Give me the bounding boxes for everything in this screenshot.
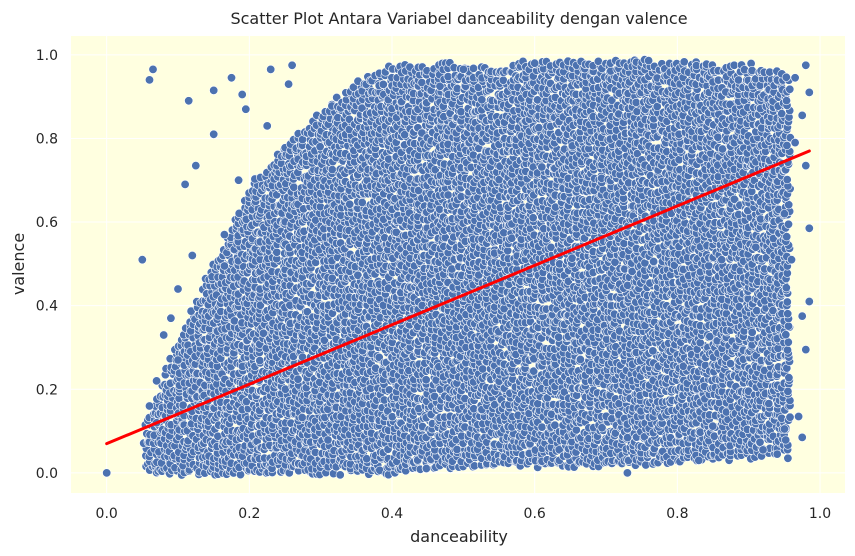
data-point bbox=[297, 412, 307, 422]
data-point bbox=[477, 95, 487, 105]
data-point bbox=[289, 182, 299, 192]
scatter-points bbox=[102, 55, 814, 480]
chart-title: Scatter Plot Antara Variabel danceabilit… bbox=[230, 9, 687, 28]
data-point bbox=[357, 198, 367, 208]
data-point bbox=[498, 75, 508, 85]
data-point bbox=[335, 470, 345, 480]
data-point bbox=[293, 374, 303, 384]
data-point bbox=[478, 364, 488, 374]
data-point bbox=[272, 247, 282, 257]
data-point bbox=[421, 375, 431, 385]
data-point bbox=[255, 356, 265, 366]
data-point bbox=[421, 463, 431, 473]
data-point bbox=[230, 316, 240, 326]
data-point bbox=[452, 444, 462, 454]
data-point bbox=[323, 435, 333, 445]
